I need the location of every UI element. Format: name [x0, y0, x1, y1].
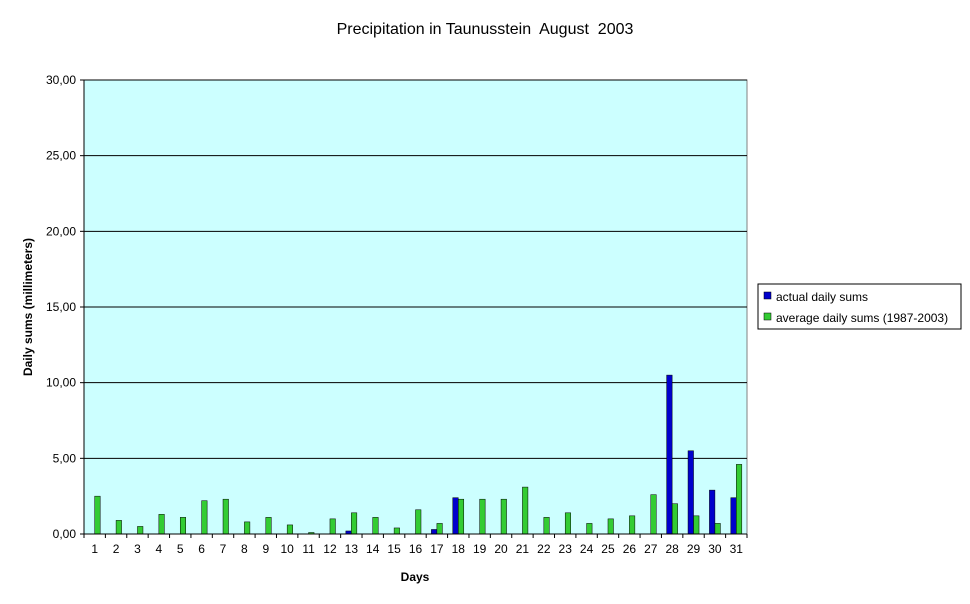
- x-tick-label: 18: [452, 542, 466, 556]
- x-tick-label: 14: [366, 542, 380, 556]
- y-tick-label: 0,00: [53, 527, 77, 541]
- bar-average: [629, 515, 636, 535]
- bar-average: [671, 503, 678, 535]
- x-tick-label: 5: [177, 542, 184, 556]
- bar-average: [351, 512, 358, 535]
- x-tick-label: 23: [559, 542, 573, 556]
- y-tick-label: 20,00: [46, 224, 76, 238]
- x-tick-label: 30: [708, 542, 722, 556]
- x-tick-label: 24: [580, 542, 594, 556]
- bar-actual: [730, 497, 737, 535]
- y-tick-label: 25,00: [46, 149, 76, 163]
- x-tick-label: 3: [134, 542, 141, 556]
- legend-swatch-actual: [763, 291, 772, 300]
- x-tick-label: 21: [516, 542, 530, 556]
- x-tick-label: 8: [241, 542, 248, 556]
- bar-average: [586, 523, 593, 535]
- bar-average: [415, 509, 422, 535]
- x-tick-label: 25: [601, 542, 615, 556]
- x-tick-label: 6: [198, 542, 205, 556]
- bar-average: [286, 524, 293, 535]
- x-tick-label: 10: [280, 542, 294, 556]
- x-tick-label: 9: [262, 542, 269, 556]
- bars: [94, 374, 743, 535]
- bar-average: [500, 498, 507, 535]
- x-tick-label: 29: [687, 542, 701, 556]
- gridlines: [84, 79, 747, 459]
- x-tick-label: 19: [473, 542, 487, 556]
- x-tick-label: 31: [730, 542, 744, 556]
- x-axis-title: Days: [401, 570, 430, 584]
- bar-average: [393, 527, 400, 535]
- x-tick-label: 28: [665, 542, 679, 556]
- bar-average: [372, 517, 379, 535]
- bar-average: [115, 520, 122, 535]
- x-tick-label: 27: [644, 542, 658, 556]
- x-tick-label: 16: [409, 542, 423, 556]
- bar-average: [436, 523, 443, 535]
- bar-average: [650, 494, 657, 535]
- x-tick-label: 7: [220, 542, 227, 556]
- x-tick-labels: 1 2 3 4 5 6 7 8 9 10 11 12 13 14 15 16 17 18 19 20 21 22 23 24 2…: [83, 534, 748, 556]
- x-tick-label: 13: [345, 542, 359, 556]
- bar-actual: [431, 529, 438, 535]
- y-tick-labels: 0,00 5,00 10,00 15,00 20,00 25,00 30,00: [46, 73, 84, 541]
- bar-average: [479, 498, 486, 535]
- bar-average: [244, 521, 251, 535]
- bar-actual: [666, 374, 673, 535]
- bar-average: [329, 518, 336, 535]
- legend-swatch-average: [763, 312, 772, 321]
- legend-label-actual: actual daily sums: [776, 290, 868, 304]
- bar-average: [564, 512, 571, 535]
- x-tick-label: 17: [430, 542, 444, 556]
- y-tick-label: 5,00: [53, 451, 77, 465]
- legend: actual daily sums average daily sums (19…: [757, 283, 962, 330]
- x-tick-label: 22: [537, 542, 551, 556]
- bar-average: [714, 523, 721, 535]
- x-tick-label: 2: [113, 542, 120, 556]
- bar-actual: [452, 497, 459, 535]
- bar-average: [522, 486, 529, 535]
- bar-average: [179, 517, 186, 535]
- x-tick-label: 20: [494, 542, 508, 556]
- chart-title: Precipitation in Taunusstein August 2003: [336, 21, 634, 38]
- bar-average: [543, 517, 550, 535]
- y-tick-label: 30,00: [46, 73, 76, 87]
- x-tick-label: 1: [91, 542, 98, 556]
- bar-average: [222, 498, 229, 535]
- y-axis-title: Daily sums (millimeters): [21, 238, 35, 376]
- y-tick-label: 10,00: [46, 376, 76, 390]
- x-tick-label: 12: [323, 542, 337, 556]
- bar-average: [137, 526, 144, 535]
- bar-average: [201, 500, 208, 535]
- x-tick-label: 15: [387, 542, 401, 556]
- x-tick-label: 4: [156, 542, 163, 556]
- bar-actual: [709, 489, 716, 535]
- bar-actual: [687, 450, 694, 535]
- bar-average: [265, 517, 272, 535]
- bar-average: [158, 514, 165, 535]
- legend-box: [757, 283, 962, 330]
- bar-average: [94, 495, 101, 535]
- legend-label-average: average daily sums (1987-2003): [776, 311, 948, 325]
- x-tick-label: 26: [623, 542, 637, 556]
- bar-average: [607, 518, 614, 535]
- bar-average: [458, 498, 465, 535]
- bar-average: [736, 464, 743, 535]
- y-tick-label: 15,00: [46, 300, 76, 314]
- x-tick-label: 11: [302, 542, 315, 556]
- bar-average: [693, 515, 700, 535]
